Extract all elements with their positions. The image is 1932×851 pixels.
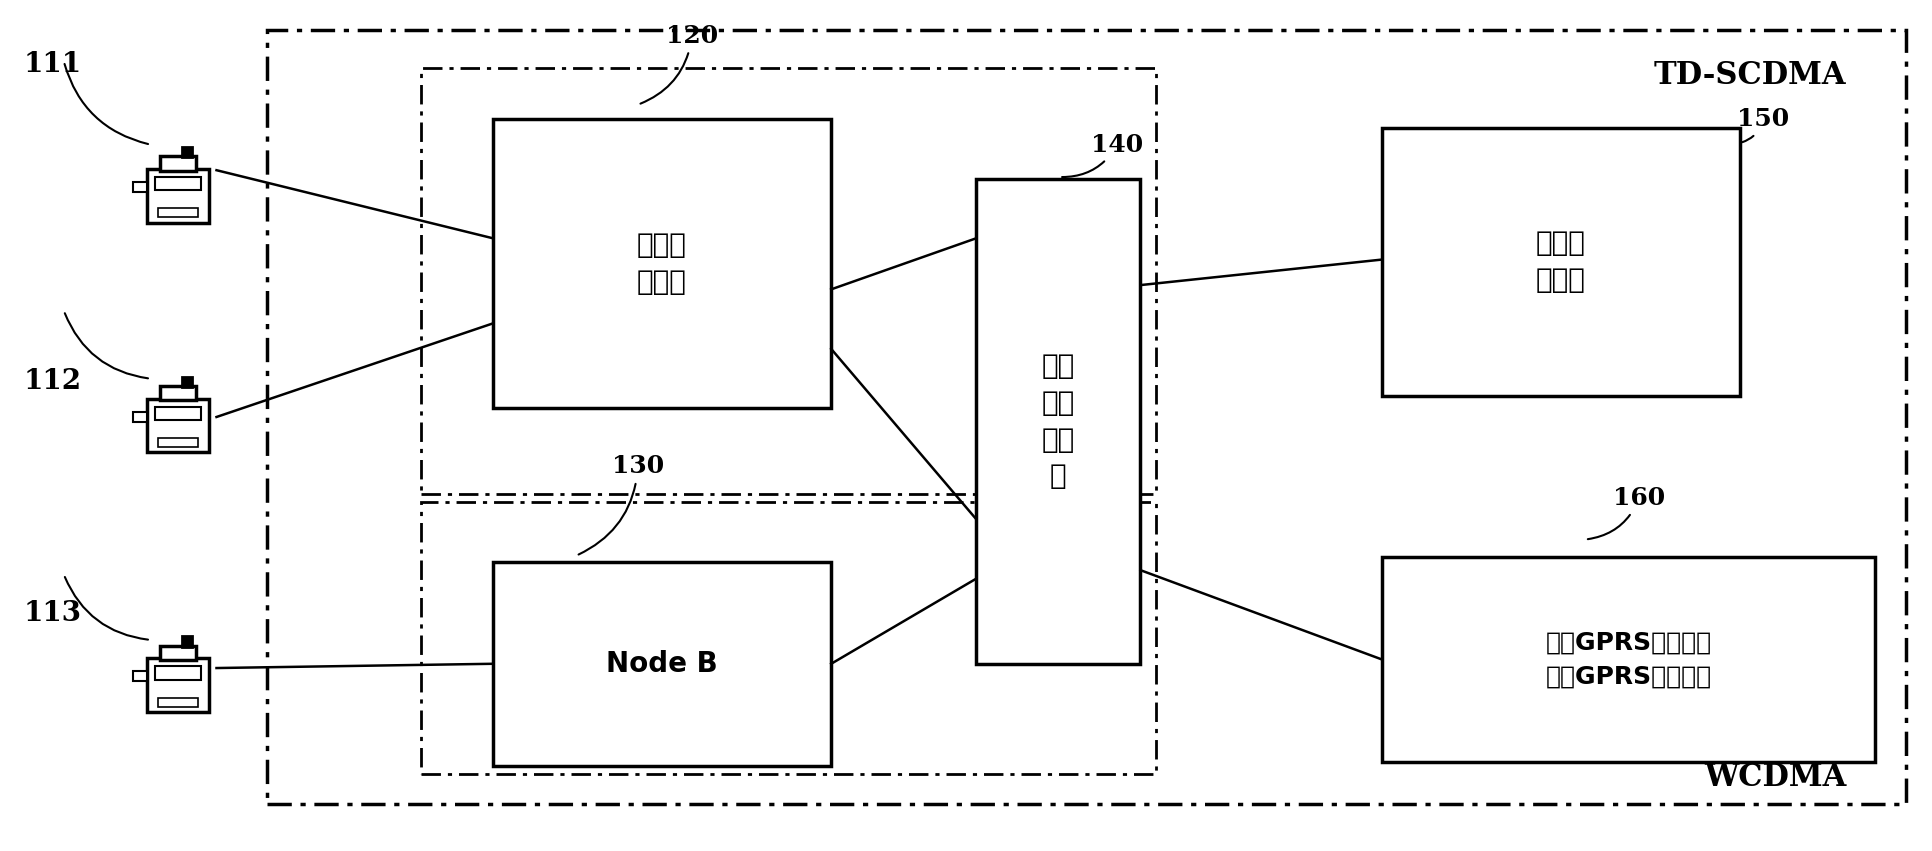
Bar: [133, 671, 147, 682]
Bar: [493, 119, 831, 408]
Text: 无线
网络
控制
器: 无线 网络 控制 器: [1041, 352, 1074, 490]
Text: 130: 130: [578, 454, 663, 555]
Bar: [1381, 128, 1739, 396]
Bar: [147, 398, 209, 453]
Text: 160: 160: [1586, 486, 1663, 540]
Text: 120: 120: [639, 24, 717, 104]
Bar: [182, 376, 191, 387]
Text: 基站收
发信机: 基站收 发信机: [638, 231, 686, 296]
Text: Node B: Node B: [607, 650, 717, 677]
Bar: [158, 698, 199, 706]
Bar: [160, 386, 195, 401]
Bar: [147, 659, 209, 711]
Bar: [158, 208, 199, 217]
Bar: [133, 182, 147, 192]
Text: 150: 150: [1737, 107, 1787, 142]
Bar: [976, 179, 1140, 664]
Text: 113: 113: [23, 600, 81, 627]
Text: 112: 112: [23, 368, 81, 395]
Bar: [182, 146, 191, 157]
Bar: [160, 646, 195, 660]
Bar: [155, 666, 201, 680]
Bar: [133, 412, 147, 422]
Bar: [158, 438, 199, 447]
Bar: [147, 168, 209, 222]
Bar: [155, 407, 201, 420]
Bar: [493, 562, 831, 766]
Bar: [160, 157, 195, 171]
Bar: [155, 177, 201, 191]
Text: 140: 140: [1061, 133, 1142, 177]
Text: TD-SCDMA: TD-SCDMA: [1652, 60, 1845, 90]
Text: 服务GPRS支持节点
网关GPRS支持节点: 服务GPRS支持节点 网关GPRS支持节点: [1546, 631, 1710, 688]
Text: 111: 111: [23, 51, 81, 78]
Text: 移动交
换中心: 移动交 换中心: [1536, 229, 1584, 294]
Bar: [182, 636, 191, 647]
Text: WCDMA: WCDMA: [1702, 762, 1845, 793]
Bar: [1381, 557, 1874, 762]
